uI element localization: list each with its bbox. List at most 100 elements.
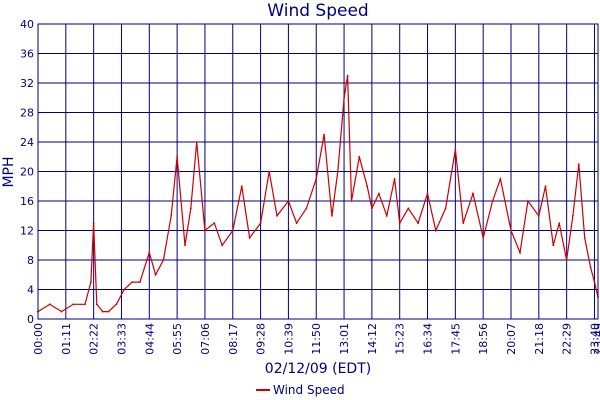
data-point bbox=[268, 170, 271, 173]
data-point bbox=[472, 192, 474, 195]
x-tick-label: 00:00 bbox=[32, 323, 45, 355]
data-point bbox=[240, 185, 243, 188]
data-point bbox=[95, 303, 98, 306]
y-axis-title: MPH bbox=[1, 156, 17, 187]
y-tick-label: 28 bbox=[20, 107, 34, 120]
x-tick-label: 17:45 bbox=[449, 323, 462, 355]
data-point bbox=[189, 207, 192, 210]
legend: Wind Speed bbox=[256, 383, 345, 397]
data-point bbox=[462, 222, 465, 225]
data-point bbox=[176, 155, 179, 158]
data-point bbox=[434, 229, 437, 232]
data-point bbox=[444, 207, 447, 210]
data-point bbox=[101, 310, 104, 313]
data-point bbox=[454, 148, 457, 151]
data-point bbox=[305, 207, 308, 210]
x-tick-label: 04:44 bbox=[143, 323, 156, 355]
data-point bbox=[558, 222, 561, 225]
data-point bbox=[148, 251, 151, 254]
data-point bbox=[407, 207, 410, 210]
data-point bbox=[162, 259, 165, 261]
data-point bbox=[366, 185, 369, 188]
x-tick-label: 01:11 bbox=[60, 323, 73, 355]
data-point bbox=[213, 222, 216, 225]
data-point bbox=[426, 192, 429, 195]
y-tick-label: 32 bbox=[20, 77, 34, 90]
x-tick-label: 18:56 bbox=[477, 323, 490, 355]
y-tick-label: 20 bbox=[20, 166, 34, 179]
data-point bbox=[287, 200, 290, 202]
data-point bbox=[84, 303, 86, 306]
data-point bbox=[195, 141, 198, 143]
y-tick-label: 4 bbox=[27, 284, 34, 297]
data-point bbox=[346, 74, 349, 77]
data-point bbox=[393, 178, 396, 180]
y-tick-label: 8 bbox=[27, 254, 34, 267]
x-axis-title: 02/12/09 (EDT) bbox=[265, 361, 371, 377]
data-point bbox=[276, 214, 278, 217]
y-tick-label: 0 bbox=[27, 313, 34, 326]
x-tick-label: 21:18 bbox=[533, 323, 546, 355]
x-tick-label: 15:23 bbox=[394, 323, 407, 355]
data-point bbox=[358, 155, 361, 158]
x-tick-label: 22:29 bbox=[561, 323, 574, 355]
data-point bbox=[350, 200, 353, 202]
y-tick-label: 16 bbox=[20, 195, 34, 208]
x-tick-label: 11:50 bbox=[310, 323, 323, 355]
data-point bbox=[417, 222, 419, 225]
x-tick-label: 08:17 bbox=[227, 323, 240, 355]
data-point bbox=[139, 281, 141, 283]
series-layer bbox=[37, 74, 599, 313]
data-point bbox=[510, 229, 512, 232]
x-tick-label: 20:07 bbox=[505, 323, 518, 355]
data-point bbox=[336, 170, 339, 173]
data-point bbox=[154, 273, 157, 276]
data-point bbox=[92, 222, 95, 225]
x-tick-label: 23:40 bbox=[588, 323, 600, 355]
data-point bbox=[593, 281, 596, 283]
data-point bbox=[572, 214, 574, 217]
data-point bbox=[184, 244, 186, 247]
data-point bbox=[482, 237, 485, 239]
data-point bbox=[577, 163, 580, 166]
data-point bbox=[552, 244, 555, 247]
y-tick-label: 40 bbox=[20, 18, 34, 31]
x-tick-label: 23:49 bbox=[592, 323, 600, 355]
data-point bbox=[565, 259, 568, 261]
data-point bbox=[204, 229, 206, 232]
data-point bbox=[72, 303, 75, 306]
data-point bbox=[231, 229, 234, 232]
x-tick-label: 02:22 bbox=[88, 323, 101, 355]
data-point bbox=[107, 310, 110, 313]
data-point bbox=[589, 266, 592, 269]
data-point bbox=[491, 200, 494, 202]
x-tick-label: 14:12 bbox=[366, 323, 379, 355]
series-line-wind-speed bbox=[37, 75, 599, 313]
data-point bbox=[331, 214, 333, 217]
y-tick-label: 36 bbox=[20, 48, 34, 61]
data-point bbox=[295, 222, 298, 225]
data-point bbox=[115, 303, 118, 306]
data-point bbox=[537, 214, 540, 217]
x-tick-label: 16:34 bbox=[422, 323, 435, 355]
data-point bbox=[385, 214, 388, 217]
x-tick-labels: 00:00 01:11 02:22 03:33 04:44 05:55 07:06 08:17… bbox=[32, 323, 600, 355]
data-point bbox=[123, 288, 126, 291]
chart-title: Wind Speed bbox=[267, 1, 368, 21]
x-tick-label: 03:33 bbox=[115, 323, 128, 355]
data-point bbox=[519, 251, 521, 254]
data-point bbox=[221, 244, 224, 247]
data-point bbox=[343, 96, 345, 99]
data-point bbox=[90, 281, 92, 283]
plot-frame bbox=[37, 23, 599, 320]
data-point bbox=[544, 185, 547, 188]
y-tick-labels: 0 4 8 12 16 20 24 28 32 36 40 bbox=[20, 18, 34, 326]
x-tick-label: 09:28 bbox=[255, 323, 268, 355]
data-point bbox=[248, 237, 251, 239]
x-tick-label: 07:06 bbox=[199, 323, 212, 355]
data-point bbox=[60, 310, 63, 313]
data-point bbox=[323, 133, 325, 136]
data-point bbox=[499, 178, 502, 180]
y-tick-label: 24 bbox=[20, 136, 34, 149]
